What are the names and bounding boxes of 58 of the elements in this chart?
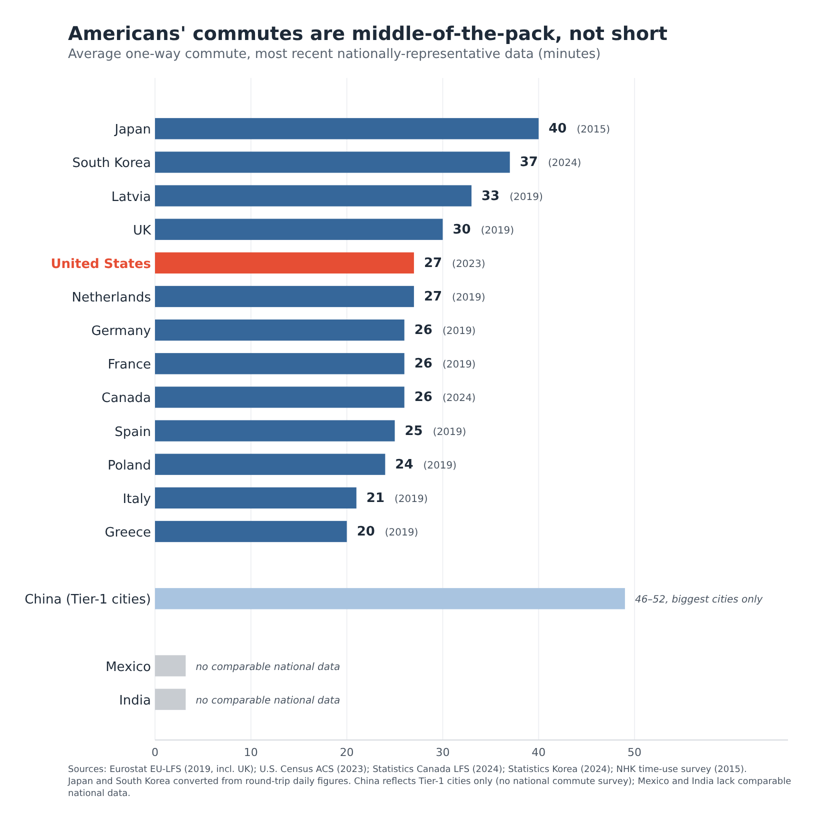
bar bbox=[155, 218, 443, 240]
y-tick-label: Canada bbox=[102, 391, 151, 406]
bar bbox=[155, 487, 356, 509]
data-label: 30 (2019) bbox=[452, 222, 514, 238]
text: Japan and South Korea converted from round-trip daily figures. China reflects Tier-1 cities only (no national commute survey); Mexico and India lack comparable national data. bbox=[67, 777, 792, 799]
bar bbox=[155, 386, 404, 408]
bar bbox=[155, 655, 186, 676]
data-label: 21 (2019) bbox=[366, 490, 428, 506]
y-tick-label: Germany bbox=[91, 324, 152, 340]
bar bbox=[155, 588, 625, 610]
bar bbox=[155, 185, 472, 206]
x-tick-label: 10 bbox=[244, 746, 258, 759]
y-tick-label: UK bbox=[132, 223, 152, 238]
y-tick-label: Greece bbox=[104, 526, 151, 540]
data-label: 24 (2019) bbox=[395, 457, 457, 472]
source-note: Sources: Eurostat EU-LFS (2019, incl. UK); U.S. Census ACS (2023); Statistics Canada LFS (2024); Statistics Korea (2024); NHK time-use survey (2015). bbox=[68, 765, 747, 775]
x-tick-label: 50 bbox=[628, 746, 642, 759]
data-label: 26 (2019) bbox=[414, 356, 476, 372]
y-tick-label: Spain bbox=[114, 424, 151, 440]
data-label: 40 (2015) bbox=[548, 122, 610, 137]
y-tick-label: India bbox=[119, 693, 151, 708]
data-label: 26 (2024) bbox=[414, 390, 476, 406]
bar bbox=[155, 353, 404, 374]
data-label: no comparable national data bbox=[196, 662, 340, 673]
bar bbox=[155, 520, 347, 542]
x-tick-label: 40 bbox=[532, 746, 546, 759]
chart-subtitle: Average one-way commute, most recent nationally-representative data (minutes) bbox=[68, 47, 601, 62]
y-tick-label: China (Tier-1 cities) bbox=[24, 592, 151, 608]
data-label: no comparable national data bbox=[196, 695, 340, 706]
data-label: 46–52, biggest cities only bbox=[634, 594, 764, 606]
y-tick-label: France bbox=[108, 358, 151, 373]
y-tick-label: Latvia bbox=[111, 190, 151, 205]
y-tick-label: Mexico bbox=[106, 660, 152, 675]
bar bbox=[155, 286, 414, 308]
bar bbox=[155, 320, 404, 341]
data-label: 33 (2019) bbox=[482, 188, 543, 204]
bar bbox=[155, 688, 186, 710]
x-tick-label: 20 bbox=[340, 746, 354, 759]
y-tick-label: United States bbox=[50, 256, 152, 272]
bar bbox=[155, 252, 414, 274]
bar bbox=[155, 118, 539, 140]
data-label: 25 (2019) bbox=[404, 424, 466, 439]
data-label: 26 (2019) bbox=[414, 323, 476, 338]
bar bbox=[155, 152, 510, 173]
data-label: 27 (2023) bbox=[424, 256, 486, 271]
bar bbox=[155, 454, 386, 475]
chart-title: Americans' commutes are middle-of-the-pack, not short bbox=[68, 23, 668, 45]
x-tick-label: 30 bbox=[436, 746, 450, 759]
x-tick-label: 0 bbox=[152, 746, 158, 759]
data-label: 20 (2019) bbox=[356, 524, 418, 540]
bar bbox=[155, 420, 395, 442]
y-tick-label: Italy bbox=[122, 492, 152, 507]
y-tick-label: Japan bbox=[114, 122, 151, 138]
data-label: 37 (2024) bbox=[520, 155, 582, 170]
data-label: 27 (2019) bbox=[424, 290, 486, 304]
y-tick-label: South Korea bbox=[72, 156, 151, 172]
y-tick-label: Poland bbox=[108, 458, 151, 474]
y-tick-label: Netherlands bbox=[72, 290, 152, 306]
